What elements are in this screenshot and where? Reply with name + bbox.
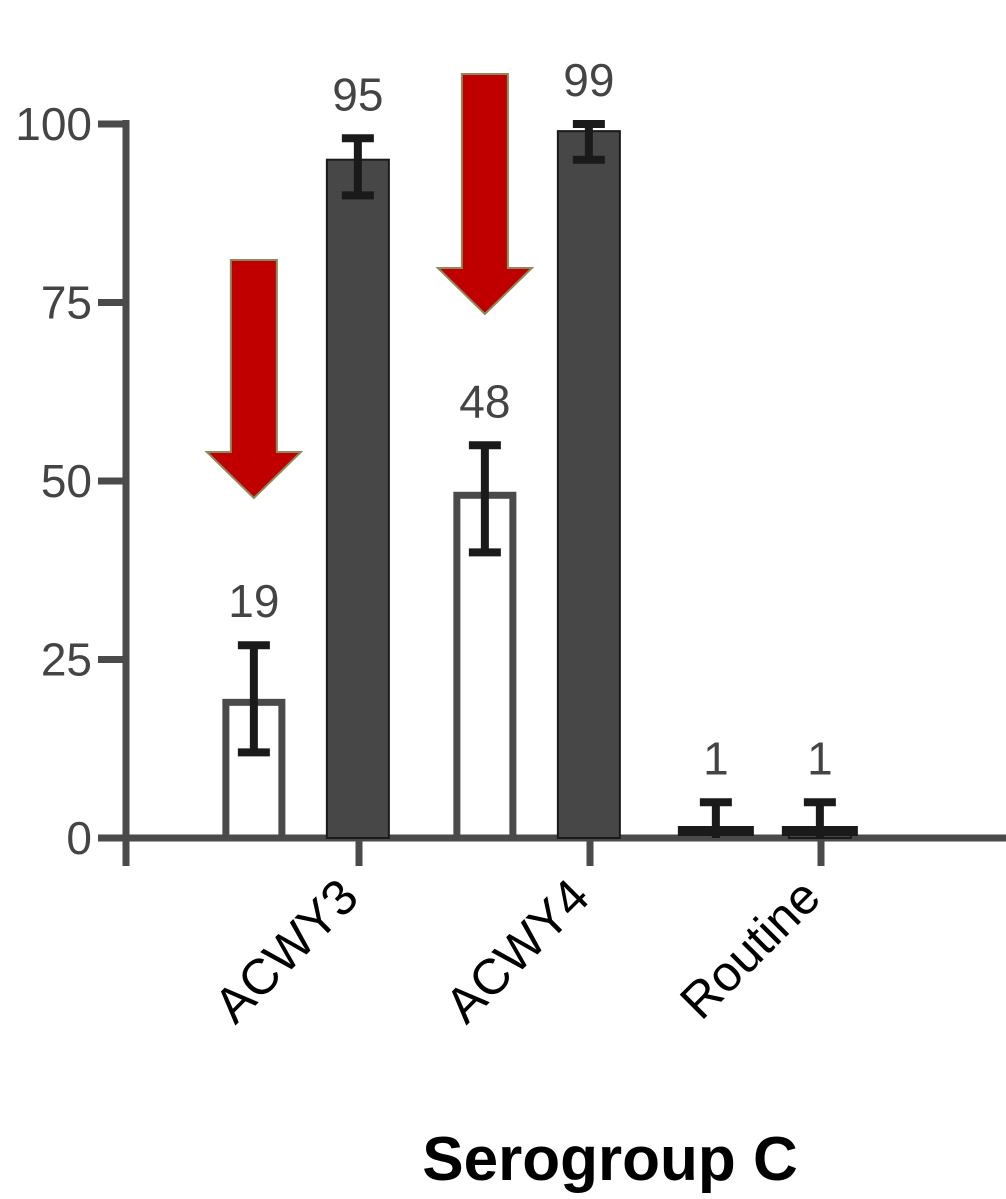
- value-label: 48: [459, 375, 510, 427]
- axis-labels: 0 25 50 75 100 ACWY3 ACWY4 Routine: [15, 98, 831, 1034]
- value-label: 95: [332, 68, 383, 120]
- y-tick-label: 50: [41, 455, 92, 507]
- annotation-arrows: [204, 73, 535, 500]
- bar-base: [677, 826, 754, 836]
- value-label: 1: [703, 732, 729, 784]
- bar-base: [781, 826, 858, 836]
- error-bar: [572, 120, 605, 164]
- chart-title: Serogroup C: [422, 1125, 797, 1194]
- bars: [222, 130, 852, 842]
- y-tick-label: 0: [66, 812, 92, 864]
- y-tick-label: 100: [15, 98, 92, 150]
- error-bar: [237, 641, 270, 757]
- y-tick-label: 75: [41, 277, 92, 329]
- value-label: 1: [807, 732, 833, 784]
- value-label: 19: [228, 575, 279, 627]
- down-arrow-icon: [435, 73, 535, 316]
- error-bar: [677, 798, 754, 838]
- y-tick-label: 25: [41, 634, 92, 686]
- bar: [325, 158, 390, 839]
- error-bar: [341, 134, 374, 200]
- category-label: ACWY3: [203, 868, 368, 1033]
- category-label: Routine: [669, 868, 830, 1029]
- value-labels: 19 48 1 95 99 1: [228, 54, 832, 784]
- bar: [556, 130, 621, 839]
- error-bars: [237, 120, 858, 838]
- error-bar: [468, 441, 501, 557]
- error-bar: [781, 798, 858, 838]
- category-label: ACWY4: [434, 868, 599, 1033]
- down-arrow-icon: [204, 259, 304, 500]
- value-label: 99: [563, 54, 614, 106]
